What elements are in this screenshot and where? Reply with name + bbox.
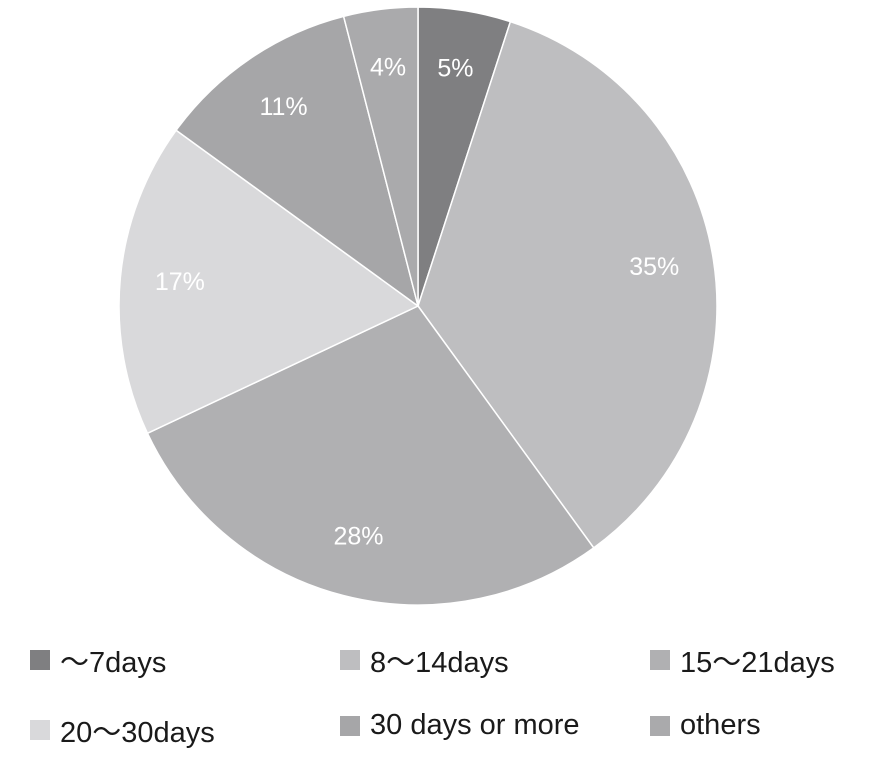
pie-chart: 5% 35% 28% 17% 11% 4% — [118, 6, 718, 606]
data-label: 17% — [155, 268, 205, 296]
pie-slice — [342, 6, 419, 307]
data-label: 35% — [629, 253, 679, 281]
legend-swatch — [650, 715, 670, 736]
data-label: 4% — [370, 53, 406, 81]
legend-swatch — [30, 720, 50, 740]
legend-label: 15～21days — [680, 647, 835, 679]
pie-slice — [417, 20, 718, 549]
legend-item: 30 days or more — [340, 709, 580, 742]
legend-item: 15～21days — [650, 639, 835, 681]
legend-item: 8～14days — [340, 639, 509, 681]
legend-swatch — [650, 650, 670, 670]
legend-item: 20～30days — [30, 709, 215, 751]
legend-swatch — [30, 650, 50, 670]
legend-label: ～7days — [60, 647, 167, 679]
data-label: 5% — [437, 54, 473, 82]
legend-swatch — [340, 715, 360, 736]
legend-label: 8～14days — [370, 647, 509, 679]
legend-label: 30 days or more — [370, 709, 580, 741]
pie-slice — [146, 305, 595, 606]
legend-swatch — [340, 650, 360, 670]
legend-label: others — [680, 709, 761, 741]
legend-item: ～7days — [30, 639, 166, 681]
legend-item: others — [650, 709, 761, 742]
data-label: 28% — [333, 522, 383, 550]
legend-label: 20～30days — [60, 717, 215, 749]
data-label: 11% — [259, 93, 307, 121]
pie-slice — [118, 129, 420, 435]
pie-slice — [175, 15, 420, 308]
